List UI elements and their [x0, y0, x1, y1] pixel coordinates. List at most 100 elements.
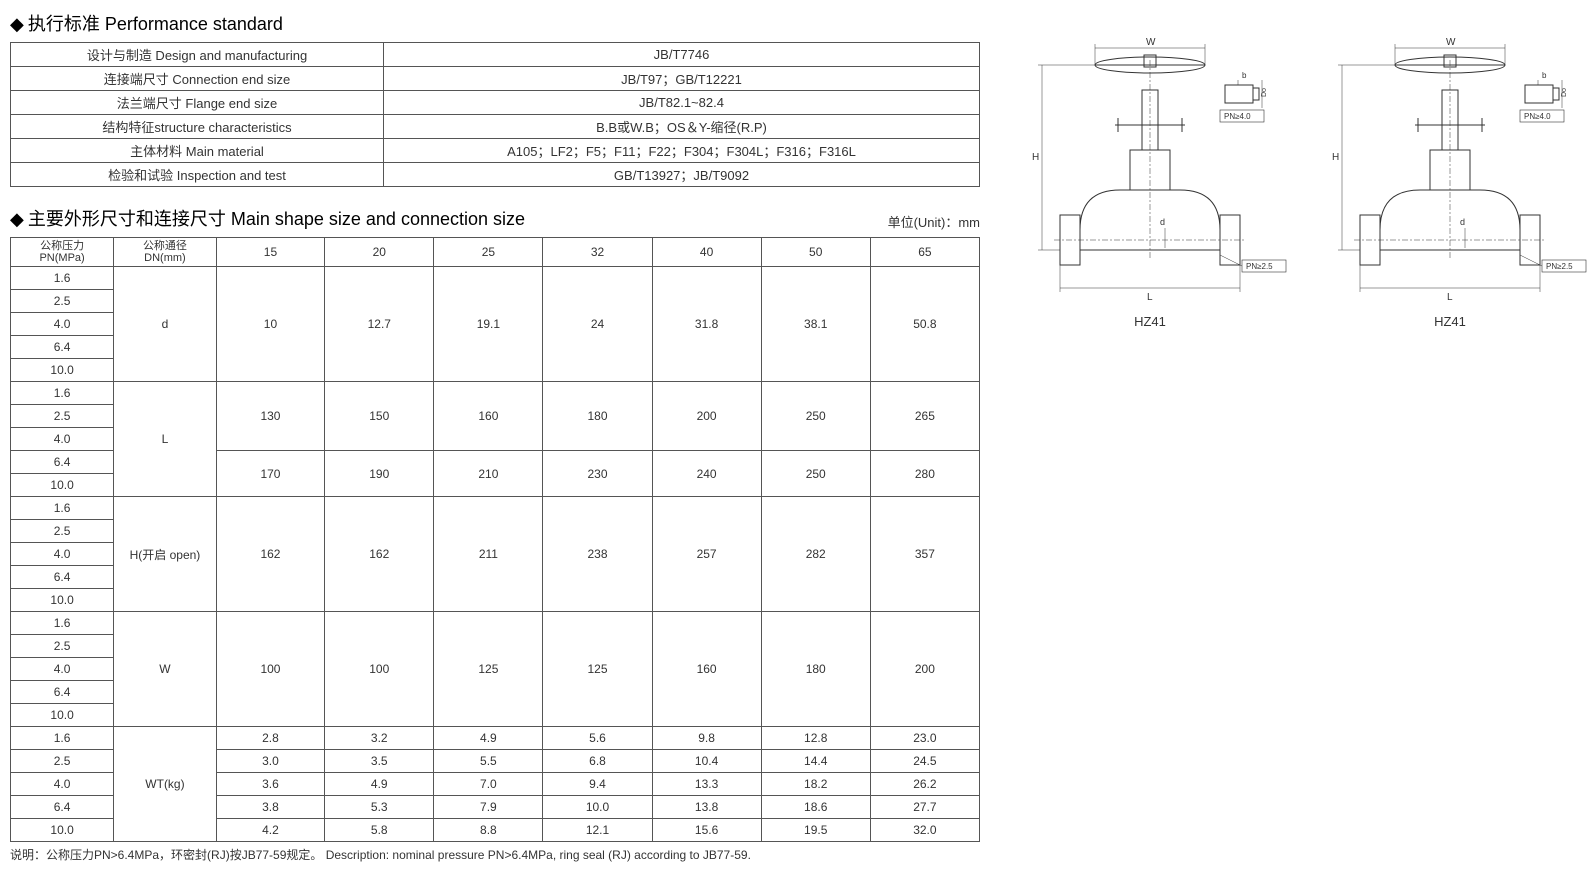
data-cell: 18.6 — [761, 796, 870, 819]
standards-value: JB/T7746 — [384, 43, 980, 67]
pn-cell: 6.4 — [11, 566, 114, 589]
param-cell: d — [114, 267, 217, 382]
data-cell: 24 — [543, 267, 652, 382]
standards-label: 连接端尺寸 Connection end size — [11, 67, 384, 91]
param-cell: H(开启 open) — [114, 497, 217, 612]
data-cell: 10 — [216, 267, 325, 382]
pn-cell: 1.6 — [11, 612, 114, 635]
svg-text:H: H — [1332, 152, 1339, 163]
svg-text:PN≥2.5: PN≥2.5 — [1546, 262, 1573, 271]
pn-cell: 10.0 — [11, 474, 114, 497]
pn-cell: 1.6 — [11, 497, 114, 520]
data-cell: 4.9 — [434, 727, 543, 750]
header-pn: 公称压力PN(MPa) — [11, 238, 114, 267]
section1-title: 执行标准 Performance standard — [10, 10, 980, 36]
data-cell: 265 — [870, 382, 979, 451]
pn-cell: 10.0 — [11, 589, 114, 612]
param-cell: W — [114, 612, 217, 727]
pn-cell: 1.6 — [11, 727, 114, 750]
data-cell: 210 — [434, 451, 543, 497]
pn-cell: 10.0 — [11, 359, 114, 382]
data-cell: 13.3 — [652, 773, 761, 796]
pn-cell: 4.0 — [11, 313, 114, 336]
data-cell: 9.8 — [652, 727, 761, 750]
pn-cell: 10.0 — [11, 819, 114, 842]
pn-cell: 4.0 — [11, 543, 114, 566]
data-cell: 357 — [870, 497, 979, 612]
data-cell: 125 — [434, 612, 543, 727]
data-cell: 4.9 — [325, 773, 434, 796]
standards-label: 主体材料 Main material — [11, 139, 384, 163]
pn-cell: 6.4 — [11, 451, 114, 474]
data-cell: 8.8 — [434, 819, 543, 842]
header-dn-value: 65 — [870, 238, 979, 267]
svg-text:b: b — [1542, 71, 1547, 80]
header-dn-value: 40 — [652, 238, 761, 267]
data-cell: 6.8 — [543, 750, 652, 773]
data-cell: 5.8 — [325, 819, 434, 842]
pn-cell: 1.6 — [11, 382, 114, 405]
standards-label: 设计与制造 Design and manufacturing — [11, 43, 384, 67]
data-cell: 5.3 — [325, 796, 434, 819]
data-cell: 170 — [216, 451, 325, 497]
data-cell: 50.8 — [870, 267, 979, 382]
data-cell: 10.4 — [652, 750, 761, 773]
header-dn-value: 20 — [325, 238, 434, 267]
data-cell: 23.0 — [870, 727, 979, 750]
data-cell: 238 — [543, 497, 652, 612]
data-cell: 32.0 — [870, 819, 979, 842]
data-cell: 12.8 — [761, 727, 870, 750]
data-cell: 282 — [761, 497, 870, 612]
data-cell: 4.2 — [216, 819, 325, 842]
header-dn: 公称通径DN(mm) — [114, 238, 217, 267]
param-cell: L — [114, 382, 217, 497]
data-cell: 10.0 — [543, 796, 652, 819]
dimensions-table: 公称压力PN(MPa)公称通径DN(mm)152025324050651.6d1… — [10, 237, 980, 842]
svg-text:L: L — [1447, 292, 1453, 303]
data-cell: 160 — [652, 612, 761, 727]
diagram-hz41-a: bDoPN≥4.0PN≥2.5WHLd HZ41 — [1010, 30, 1290, 863]
data-cell: 27.7 — [870, 796, 979, 819]
data-cell: 24.5 — [870, 750, 979, 773]
diagram-hz41-b: bDoPN≥4.0PN≥2.5WHLd HZ41 — [1310, 30, 1590, 863]
data-cell: 280 — [870, 451, 979, 497]
data-cell: 180 — [543, 382, 652, 451]
data-cell: 180 — [761, 612, 870, 727]
standards-value: JB/T82.1~82.4 — [384, 91, 980, 115]
data-cell: 257 — [652, 497, 761, 612]
pn-cell: 4.0 — [11, 773, 114, 796]
footnote: 说明：公称压力PN>6.4MPa，环密封(RJ)按JB77-59规定。 Desc… — [10, 846, 980, 863]
svg-text:Do: Do — [1561, 88, 1568, 97]
data-cell: 13.8 — [652, 796, 761, 819]
data-cell: 130 — [216, 382, 325, 451]
data-cell: 38.1 — [761, 267, 870, 382]
pn-cell: 1.6 — [11, 267, 114, 290]
data-cell: 26.2 — [870, 773, 979, 796]
data-cell: 14.4 — [761, 750, 870, 773]
section2-title: 主要外形尺寸和连接尺寸 Main shape size and connecti… — [10, 205, 525, 231]
pn-cell: 6.4 — [11, 796, 114, 819]
data-cell: 230 — [543, 451, 652, 497]
standards-label: 检验和试验 Inspection and test — [11, 163, 384, 187]
data-cell: 7.9 — [434, 796, 543, 819]
data-cell: 160 — [434, 382, 543, 451]
standards-table: 设计与制造 Design and manufacturingJB/T7746连接… — [10, 42, 980, 187]
data-cell: 211 — [434, 497, 543, 612]
svg-text:W: W — [1146, 37, 1156, 48]
data-cell: 100 — [325, 612, 434, 727]
data-cell: 100 — [216, 612, 325, 727]
data-cell: 3.0 — [216, 750, 325, 773]
standards-value: A105；LF2；F5；F11；F22；F304；F304L；F316；F316… — [384, 139, 980, 163]
standards-value: B.B或W.B；OS＆Y-缩径(R.P) — [384, 115, 980, 139]
data-cell: 12.1 — [543, 819, 652, 842]
header-dn-value: 25 — [434, 238, 543, 267]
data-cell: 5.5 — [434, 750, 543, 773]
data-cell: 3.5 — [325, 750, 434, 773]
data-cell: 250 — [761, 382, 870, 451]
standards-label: 法兰端尺寸 Flange end size — [11, 91, 384, 115]
svg-text:Do: Do — [1261, 88, 1268, 97]
svg-text:PN≥4.0: PN≥4.0 — [1524, 112, 1551, 121]
data-cell: 3.8 — [216, 796, 325, 819]
pn-cell: 2.5 — [11, 750, 114, 773]
standards-value: JB/T97；GB/T12221 — [384, 67, 980, 91]
